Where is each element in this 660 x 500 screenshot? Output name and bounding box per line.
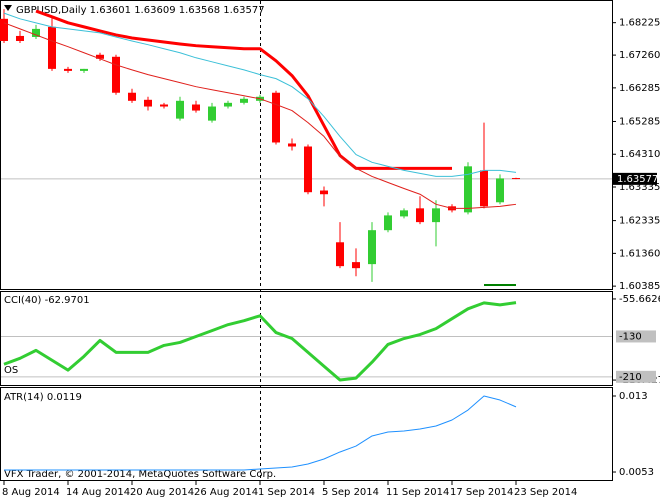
- candle-body: [128, 92, 136, 101]
- candle-body: [208, 106, 216, 121]
- candle-body: [368, 230, 376, 265]
- candle-body: [400, 210, 408, 217]
- candle-body: [272, 92, 280, 143]
- y-tick-label: 1.68225: [619, 18, 660, 29]
- x-tick-label: 14 Aug 2014: [66, 487, 130, 498]
- y-tick-label: 1.66285: [619, 83, 660, 94]
- main-panel-frame: [0, 0, 613, 290]
- candle-body: [64, 68, 72, 71]
- level-label: -210: [619, 372, 642, 383]
- last-price-label: 1.63577: [617, 174, 658, 185]
- y-tick-label: 1.64310: [619, 149, 660, 160]
- x-tick-label: 23 Sep 2014: [514, 487, 577, 498]
- candle-body: [224, 102, 232, 107]
- indicator-line: [3, 301, 517, 382]
- candle-body: [192, 104, 200, 111]
- candle-body: [176, 100, 184, 119]
- y-tick-label: 1.61360: [619, 248, 660, 259]
- y-tick-label: 1.63335: [619, 182, 660, 193]
- indicator-line: [3, 12, 517, 177]
- x-tick-label: 11 Sep 2014: [386, 487, 449, 498]
- candle-body: [416, 208, 424, 223]
- candle-body: [0, 18, 8, 41]
- candle-body: [32, 28, 40, 37]
- y-tick-label: 1.65285: [619, 116, 660, 127]
- candle-body: [80, 68, 88, 71]
- atr-title: ATR(14) 0.0119: [4, 392, 82, 403]
- candle-body: [320, 190, 328, 195]
- x-tick-label: 17 Sep 2014: [450, 487, 513, 498]
- indicator-line: [35, 9, 452, 170]
- candle-body: [384, 215, 392, 231]
- candle-body: [240, 98, 248, 103]
- x-tick-label: 5 Sep 2014: [322, 487, 379, 498]
- last-price-box: [613, 172, 657, 185]
- indicator-line: [4, 395, 517, 471]
- level-label-box: [616, 330, 656, 343]
- x-tick-label: 20 Aug 2014: [130, 487, 194, 498]
- candle-body: [96, 54, 104, 59]
- chart-title: GBPUSD,Daily 1.63601 1.63609 1.63568 1.6…: [16, 5, 265, 16]
- x-tick-label: 8 Aug 2014: [2, 487, 60, 498]
- candle-body: [512, 178, 520, 180]
- atr-panel-frame: [0, 387, 613, 481]
- candle-body: [352, 262, 360, 269]
- x-tick-label: 26 Aug 2014: [194, 487, 258, 498]
- level-label-box: [616, 370, 656, 383]
- cci-panel-frame: [0, 291, 613, 386]
- y-tick-label: 1.60385: [619, 281, 660, 292]
- y-tick-label: 0.013: [619, 391, 648, 402]
- candle-body: [288, 143, 296, 147]
- candle-body: [480, 170, 488, 207]
- candle-body: [464, 166, 472, 213]
- candle-body: [336, 242, 344, 267]
- y-tick-label: -55.6626: [619, 294, 660, 305]
- y-tick-label: 0.0053: [619, 467, 654, 478]
- candle-body: [144, 99, 152, 107]
- candle-body: [48, 26, 56, 69]
- candle-body: [496, 178, 504, 203]
- candle-body: [304, 146, 312, 193]
- x-tick-label: 1 Sep 2014: [258, 487, 315, 498]
- y-tick-label: 1.67260: [619, 50, 660, 61]
- atr-annotation: VFX Trader, © 2001-2014, MetaQuotes Soft…: [4, 469, 276, 480]
- cci-annotation: OS: [4, 365, 18, 376]
- dropdown-icon: [4, 5, 12, 11]
- candle-body: [432, 208, 440, 223]
- candle-body: [160, 104, 168, 107]
- y-tick-label: 1.62335: [619, 216, 660, 227]
- candle-body: [16, 35, 24, 41]
- level-label: -130: [619, 331, 642, 342]
- indicator-line: [3, 22, 517, 209]
- candle-body: [112, 56, 120, 93]
- cci-title: CCI(40) -62.9701: [4, 295, 90, 306]
